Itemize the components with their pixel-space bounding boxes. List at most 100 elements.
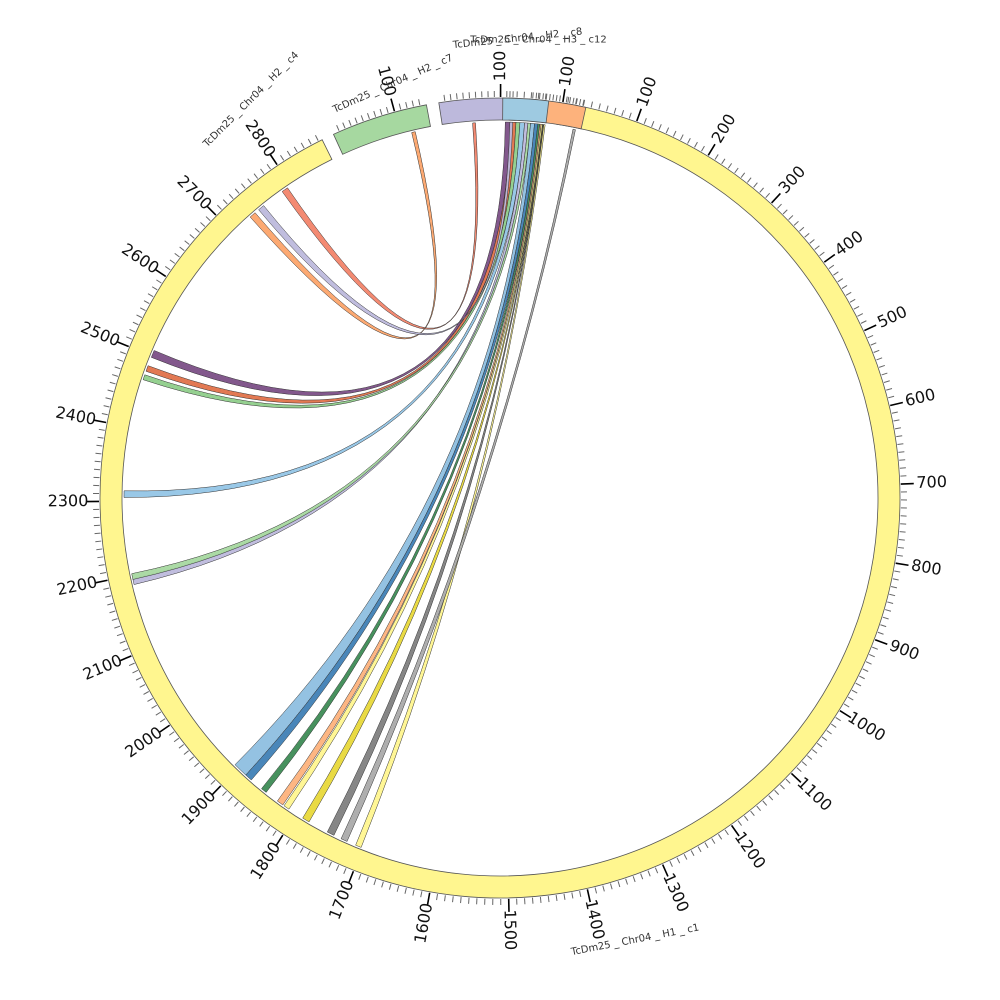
link-ribbon-13 [355,124,546,848]
minor-tick [606,105,609,112]
minor-tick [837,278,844,283]
minor-tick [205,216,211,222]
minor-tick [559,95,561,102]
minor-tick [799,226,805,232]
major-tick [269,153,278,166]
minor-tick [117,358,124,362]
minor-tick [565,96,568,103]
minor-tick [821,736,828,741]
minor-tick [625,878,628,885]
minor-tick [569,97,572,104]
minor-tick [647,870,651,877]
minor-tick [173,737,180,743]
tick-label-c1-1200: 1200 [731,828,770,872]
minor-tick [119,640,126,644]
minor-tick [234,188,240,194]
minor-tick [96,548,103,551]
major-tick [93,419,107,424]
minor-tick [101,412,108,416]
minor-tick [443,94,446,101]
minor-tick [665,127,670,134]
minor-tick [253,173,259,179]
minor-tick [801,761,807,766]
tick-label-c1-2200: 2200 [55,572,99,599]
link-ribbon-15 [281,122,479,330]
minor-tick [843,703,850,708]
minor-tick [594,887,598,894]
minor-tick [151,286,158,291]
segment-c4 [332,104,431,155]
minor-tick [542,93,544,100]
minor-tick [672,130,677,137]
minor-tick [411,100,414,107]
minor-tick [862,668,869,672]
minor-tick [777,203,782,209]
minor-tick [139,684,146,688]
minor-tick [643,118,647,125]
minor-tick [164,266,171,271]
minor-tick [199,768,205,774]
major-tick [636,108,642,122]
minor-tick [99,571,107,575]
minor-tick [845,291,852,296]
minor-tick [535,92,538,99]
minor-tick [105,595,112,598]
minor-tick [114,366,121,370]
minor-tick [796,767,802,773]
minor-tick [590,101,593,108]
minor-tick [328,861,332,868]
minor-tick [651,121,655,127]
minor-tick [321,858,325,865]
minor-tick [889,593,896,597]
tick-label-c1-2100: 2100 [80,650,125,683]
tick-label-c1-1300: 1300 [659,870,693,915]
major-tick [864,324,877,332]
minor-tick [183,750,189,755]
minor-tick [676,857,681,864]
minor-tick [240,806,245,812]
minor-tick [114,625,121,629]
minor-tick [109,610,116,614]
minor-tick [724,829,729,836]
minor-tick [544,93,547,100]
minor-tick [222,199,228,205]
minor-tick [897,443,904,446]
minor-tick [865,661,872,665]
minor-tick [95,540,102,543]
link-ribbon-10 [283,123,543,810]
minor-tick [809,239,815,244]
minor-tick [107,389,114,393]
major-tick [206,205,217,216]
tick-label-c1-2800: 2800 [241,116,279,160]
link-ribbon-2 [142,122,521,409]
minor-tick [894,427,901,430]
minor-tick [793,220,799,226]
tick-label-c1-2700: 2700 [173,171,215,213]
major-tick [426,892,431,906]
minor-tick [132,321,139,326]
minor-tick [436,894,438,901]
minor-tick [571,892,574,899]
minor-tick [602,885,605,892]
minor-tick [314,854,318,861]
minor-tick [788,215,794,220]
minor-tick [886,388,893,391]
minor-tick [828,264,835,270]
minor-tick [552,94,555,101]
minor-tick [343,868,347,874]
minor-tick [285,839,290,845]
tick-label-c1-100: 100 [632,74,660,109]
minor-tick [847,696,854,701]
minor-tick [265,825,271,832]
tick-label-c7-100: 100 [490,51,509,82]
minor-tick [873,349,880,353]
minor-tick [872,646,879,650]
minor-tick [782,209,788,215]
minor-tick [877,631,884,635]
minor-tick [151,704,157,709]
minor-tick [159,718,166,723]
minor-tick [155,711,162,716]
tick-label-c1-400: 400 [831,226,867,259]
minor-tick [609,883,613,890]
minor-tick [373,879,377,886]
